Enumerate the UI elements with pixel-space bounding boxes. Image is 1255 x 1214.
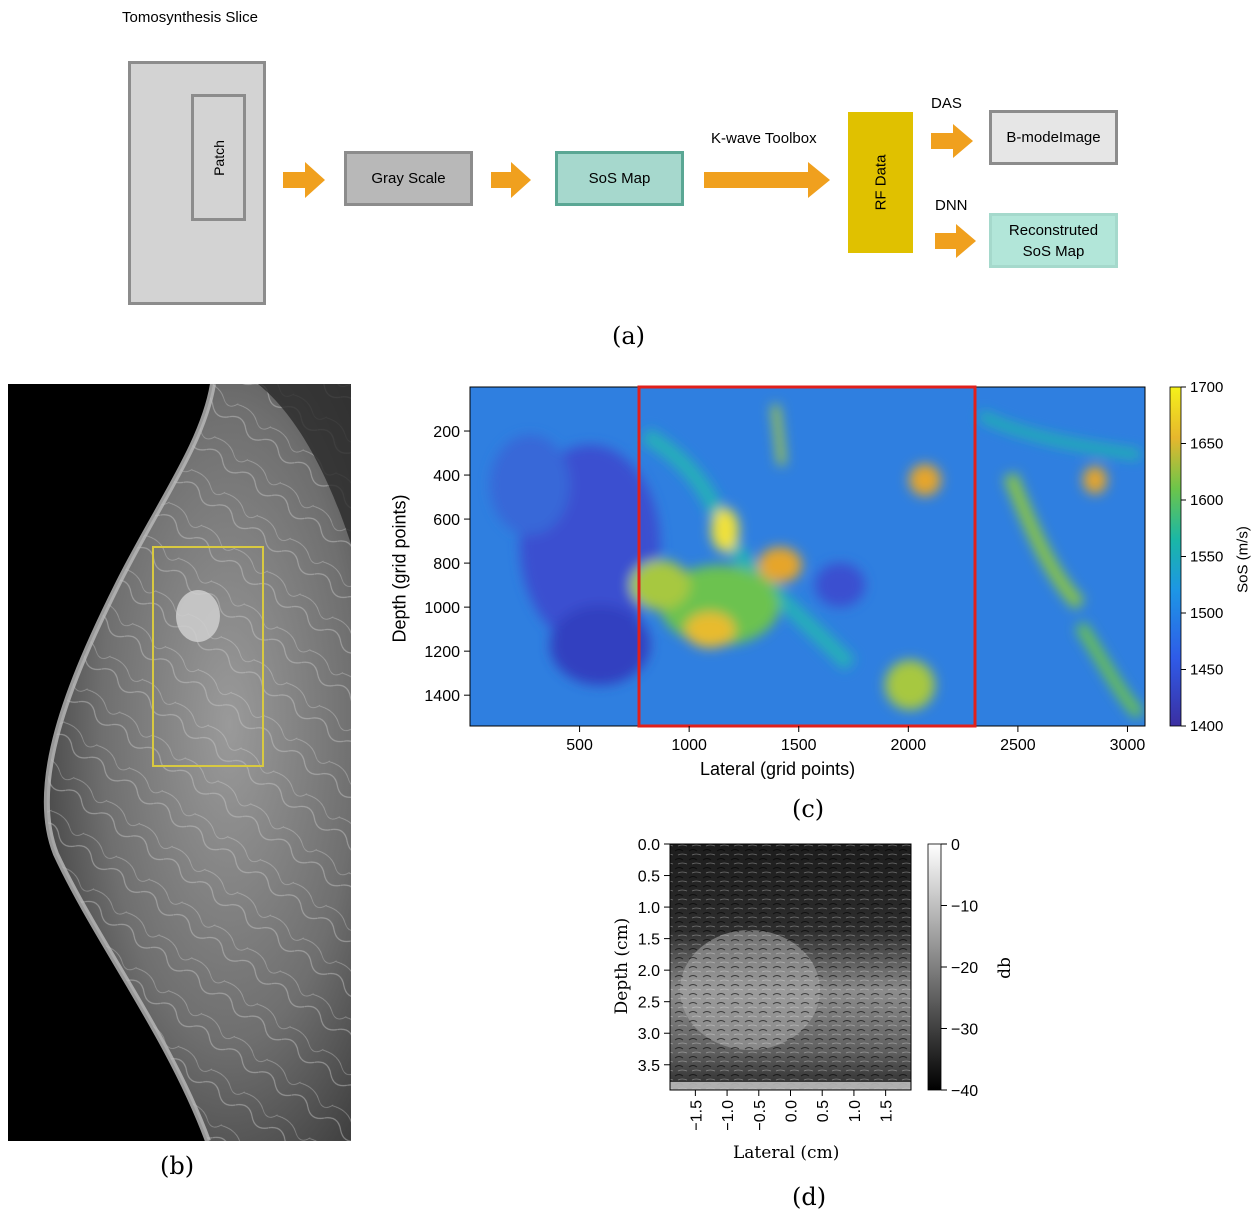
y-tick-label: 800 bbox=[433, 556, 460, 573]
dnn-label: DNN bbox=[935, 197, 968, 214]
sos-map-box: SoS Map bbox=[555, 151, 684, 206]
bmode-chart: −1.5 −1.0 −0.5 0.0 0.5 1.0 1.5 0.0 0.5 1.0 1.5 2.0… bbox=[638, 837, 978, 1130]
bmode-image bbox=[670, 844, 911, 1090]
x-tick-label: 1000 bbox=[671, 737, 707, 754]
y-tick-label: 1200 bbox=[424, 644, 460, 661]
arrow-icon bbox=[704, 162, 830, 198]
arrow-icon bbox=[491, 162, 531, 198]
reconstructed-sos-label: Reconstruted SoS Map bbox=[1008, 221, 1099, 260]
bmode-ylabel: Depth (cm) bbox=[612, 917, 632, 1015]
gray-scale-label: Gray Scale bbox=[371, 170, 446, 187]
cbar-tick-label: 1550 bbox=[1190, 549, 1223, 566]
caption-c: (c) bbox=[792, 795, 825, 823]
cbar-tick-label: −30 bbox=[951, 1022, 978, 1039]
x-tick-label: 1500 bbox=[781, 737, 817, 754]
y-tick-label: 3.5 bbox=[638, 1058, 660, 1075]
cbar-tick-label: −10 bbox=[951, 899, 978, 916]
cbar-tick-label: 1450 bbox=[1190, 662, 1223, 679]
bmode-xlabel: Lateral (cm) bbox=[733, 1143, 840, 1163]
bmode-image-box: B-modeImage bbox=[989, 110, 1118, 165]
bmode-colorbar-label: db bbox=[995, 957, 1015, 979]
x-tick-label: −1.0 bbox=[720, 1100, 737, 1130]
y-tick-label: 1.5 bbox=[638, 932, 660, 949]
cbar-tick-label: 0 bbox=[951, 837, 960, 854]
cbar-tick-label: 1600 bbox=[1190, 492, 1223, 509]
y-tick-label: 2.5 bbox=[638, 995, 660, 1012]
y-axis-ticks: 0.0 0.5 1.0 1.5 2.0 2.5 3.0 3.5 bbox=[638, 837, 670, 1075]
x-tick-label: 2500 bbox=[1000, 737, 1036, 754]
cbar-tick-label: 1650 bbox=[1190, 436, 1223, 453]
cbar-tick-label: 1400 bbox=[1190, 718, 1223, 735]
x-axis-ticks: 500 1000 1500 2000 2500 3000 bbox=[566, 726, 1145, 754]
cbar-tick-label: −20 bbox=[951, 960, 978, 977]
colorbar-ticks: 0 −10 −20 −30 −40 bbox=[941, 837, 978, 1100]
caption-b: (b) bbox=[160, 1152, 195, 1180]
x-tick-label: 0.5 bbox=[815, 1100, 832, 1122]
patch-box: Patch bbox=[191, 94, 246, 221]
y-tick-label: 1400 bbox=[424, 688, 460, 705]
y-axis-ticks: 200 400 600 800 1000 1200 1400 bbox=[424, 424, 470, 705]
caption-a: (a) bbox=[612, 322, 646, 350]
rf-data-box: RF Data bbox=[848, 112, 913, 253]
arrow-icon bbox=[283, 162, 325, 198]
y-tick-label: 1.0 bbox=[638, 900, 660, 917]
reconstructed-sos-box: Reconstruted SoS Map bbox=[989, 213, 1118, 268]
y-tick-label: 600 bbox=[433, 512, 460, 529]
y-tick-label: 0.5 bbox=[638, 869, 660, 886]
sos-xlabel: Lateral (grid points) bbox=[700, 759, 856, 779]
x-tick-label: 500 bbox=[566, 737, 593, 754]
bmode-image-label: B-modeImage bbox=[1006, 129, 1101, 146]
arrow-icon bbox=[935, 224, 976, 258]
gray-scale-box: Gray Scale bbox=[344, 151, 473, 206]
x-tick-label: 1.0 bbox=[847, 1100, 864, 1122]
sos-heatmap-image bbox=[470, 387, 1145, 726]
x-tick-label: −1.5 bbox=[688, 1100, 705, 1130]
x-tick-label: 0.0 bbox=[784, 1100, 801, 1122]
arrow-icon bbox=[931, 124, 973, 158]
y-tick-label: 0.0 bbox=[638, 837, 660, 854]
pipeline-arrows bbox=[283, 124, 976, 258]
x-tick-label: 3000 bbox=[1110, 737, 1146, 754]
tomosynthesis-slice-title: Tomosynthesis Slice bbox=[122, 9, 258, 26]
x-tick-label: 2000 bbox=[891, 737, 927, 754]
y-tick-label: 200 bbox=[433, 424, 460, 441]
colorbar-ticks: 1700 1650 1600 1550 1500 1450 1400 bbox=[1181, 379, 1223, 735]
kwave-toolbox-label: K-wave Toolbox bbox=[711, 130, 817, 147]
colorbar bbox=[927, 843, 942, 1091]
x-axis-ticks: −1.5 −1.0 −0.5 0.0 0.5 1.0 1.5 bbox=[688, 1090, 896, 1130]
x-tick-label: −0.5 bbox=[752, 1100, 769, 1130]
patch-highlight bbox=[152, 546, 264, 767]
y-tick-label: 1000 bbox=[424, 600, 460, 617]
sos-map-label: SoS Map bbox=[588, 170, 651, 187]
sos-colorbar-label: SoS (m/s) bbox=[1234, 526, 1252, 593]
sos-heatmap-chart: 500 1000 1500 2000 2500 3000 200 400 600 800 1000… bbox=[424, 379, 1223, 754]
colorbar bbox=[1169, 386, 1182, 727]
red-highlight-box bbox=[637, 385, 977, 728]
caption-d: (d) bbox=[792, 1183, 827, 1211]
cbar-tick-label: −40 bbox=[951, 1083, 978, 1100]
das-label: DAS bbox=[931, 95, 962, 112]
y-tick-label: 2.0 bbox=[638, 963, 660, 980]
cbar-tick-label: 1500 bbox=[1190, 605, 1223, 622]
y-tick-label: 3.0 bbox=[638, 1026, 660, 1043]
sos-ylabel: Depth (grid points) bbox=[389, 494, 410, 643]
x-tick-label: 1.5 bbox=[879, 1100, 896, 1122]
y-tick-label: 400 bbox=[433, 468, 460, 485]
cbar-tick-label: 1700 bbox=[1190, 379, 1223, 396]
mammogram-image bbox=[8, 384, 351, 1141]
